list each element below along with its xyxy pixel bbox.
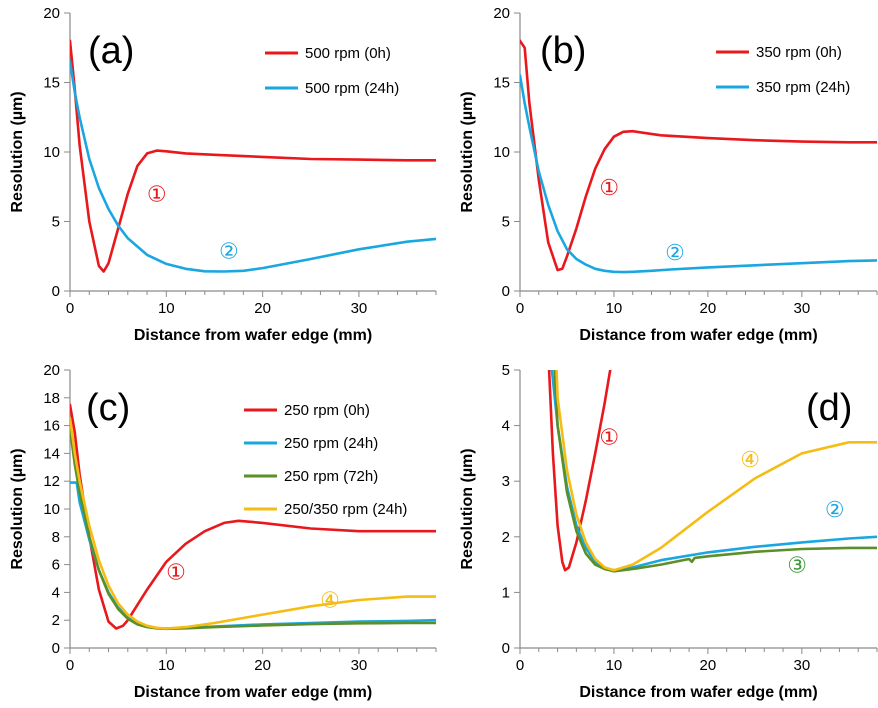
y-tick-label: 5 bbox=[502, 214, 510, 231]
curve-annotation: ② bbox=[665, 240, 685, 265]
panel-label: (d) bbox=[806, 387, 852, 429]
y-tick-label: 4 bbox=[52, 584, 60, 601]
y-tick-label: 20 bbox=[43, 5, 60, 22]
legend-label: 350 rpm (0h) bbox=[756, 44, 842, 61]
y-axis-label: Resolution (µm) bbox=[9, 91, 26, 212]
series-line bbox=[70, 417, 436, 630]
y-tick-label: 15 bbox=[493, 75, 510, 92]
x-tick-label: 30 bbox=[793, 657, 810, 674]
x-axis-label: Distance from wafer edge (mm) bbox=[134, 684, 372, 701]
x-tick-label: 0 bbox=[66, 300, 74, 317]
series-line bbox=[70, 39, 436, 273]
y-axis-label: Resolution (µm) bbox=[459, 448, 476, 569]
curve-annotation: ④ bbox=[320, 587, 340, 612]
curve-annotation: ① bbox=[599, 425, 619, 450]
x-tick-label: 30 bbox=[793, 300, 810, 317]
y-axis-label: Resolution (µm) bbox=[9, 448, 26, 569]
x-tick-label: 20 bbox=[700, 300, 717, 317]
y-tick-label: 14 bbox=[43, 445, 60, 462]
y-tick-label: 10 bbox=[493, 144, 510, 161]
y-tick-label: 18 bbox=[43, 390, 60, 407]
x-axis-label: Distance from wafer edge (mm) bbox=[579, 684, 817, 701]
x-axis-label: Distance from wafer edge (mm) bbox=[134, 327, 372, 344]
chart-panel-2: 0 2 4 6 8 10 12 14 16 18 20 0 10 20 30 Distance from wa… bbox=[9, 362, 437, 701]
y-axis-label: Resolution (µm) bbox=[459, 91, 476, 212]
y-tick-label: 2 bbox=[502, 529, 510, 546]
y-tick-label: 16 bbox=[43, 418, 60, 435]
curve-annotation: ③ bbox=[787, 553, 807, 578]
y-tick-label: 12 bbox=[43, 473, 60, 490]
legend-label: 250/350 rpm (24h) bbox=[284, 501, 407, 518]
x-tick-label: 0 bbox=[516, 300, 524, 317]
y-tick-label: 20 bbox=[43, 362, 60, 379]
series-line bbox=[70, 403, 436, 630]
y-tick-label: 2 bbox=[52, 612, 60, 629]
series-line bbox=[70, 60, 436, 273]
legend-label: 250 rpm (0h) bbox=[284, 402, 370, 419]
legend-label: 500 rpm (0h) bbox=[305, 45, 391, 62]
x-tick-label: 10 bbox=[606, 300, 623, 317]
x-tick-label: 20 bbox=[254, 300, 271, 317]
legend-label: 350 rpm (24h) bbox=[756, 79, 850, 96]
legend-label: 500 rpm (24h) bbox=[305, 80, 399, 97]
x-tick-label: 20 bbox=[700, 657, 717, 674]
x-tick-label: 10 bbox=[158, 300, 175, 317]
panel-label: (a) bbox=[88, 30, 134, 72]
chart-panel-3: 0 1 2 3 4 5 0 10 20 30 Distance from wafer edge (m… bbox=[459, 362, 878, 701]
curve-annotation: ② bbox=[825, 497, 845, 522]
x-tick-label: 20 bbox=[254, 657, 271, 674]
chart-panel-1: 0 5 10 15 20 0 10 20 30 Distance from wafer edge … bbox=[459, 5, 878, 344]
y-tick-label: 5 bbox=[52, 214, 60, 231]
curve-annotation: ② bbox=[219, 239, 239, 264]
chart-panel-0: 0 5 10 15 20 0 10 20 30 Distance from wafer edge … bbox=[9, 5, 437, 344]
y-tick-label: 6 bbox=[52, 557, 60, 574]
y-tick-label: 1 bbox=[502, 584, 510, 601]
x-tick-label: 10 bbox=[606, 657, 623, 674]
y-tick-label: 20 bbox=[493, 5, 510, 22]
y-tick-label: 4 bbox=[502, 418, 510, 435]
x-tick-label: 30 bbox=[351, 657, 368, 674]
series-line bbox=[547, 370, 612, 572]
panel-label: (c) bbox=[86, 387, 130, 429]
series-line bbox=[520, 39, 877, 272]
y-tick-label: 0 bbox=[52, 283, 60, 300]
curve-annotation: ④ bbox=[740, 447, 760, 472]
y-tick-label: 5 bbox=[502, 362, 510, 379]
curve-annotation: ① bbox=[147, 182, 167, 207]
y-tick-label: 10 bbox=[43, 501, 60, 518]
series-line bbox=[520, 74, 877, 274]
y-tick-label: 0 bbox=[52, 640, 60, 657]
x-tick-label: 0 bbox=[66, 657, 74, 674]
x-tick-label: 0 bbox=[516, 657, 524, 674]
y-tick-label: 8 bbox=[52, 529, 60, 546]
series-line bbox=[553, 370, 877, 573]
x-tick-label: 10 bbox=[158, 657, 175, 674]
panel-label: (b) bbox=[540, 30, 586, 72]
curve-annotation: ① bbox=[599, 175, 619, 200]
y-tick-label: 0 bbox=[502, 640, 510, 657]
curve-annotation: ① bbox=[166, 560, 186, 585]
series-line bbox=[555, 370, 877, 572]
legend-label: 250 rpm (24h) bbox=[284, 435, 378, 452]
x-axis-label: Distance from wafer edge (mm) bbox=[579, 327, 817, 344]
y-tick-label: 15 bbox=[43, 75, 60, 92]
y-tick-label: 0 bbox=[502, 283, 510, 300]
legend-label: 250 rpm (72h) bbox=[284, 468, 378, 485]
x-tick-label: 30 bbox=[351, 300, 368, 317]
y-tick-label: 10 bbox=[43, 144, 60, 161]
y-tick-label: 3 bbox=[502, 473, 510, 490]
